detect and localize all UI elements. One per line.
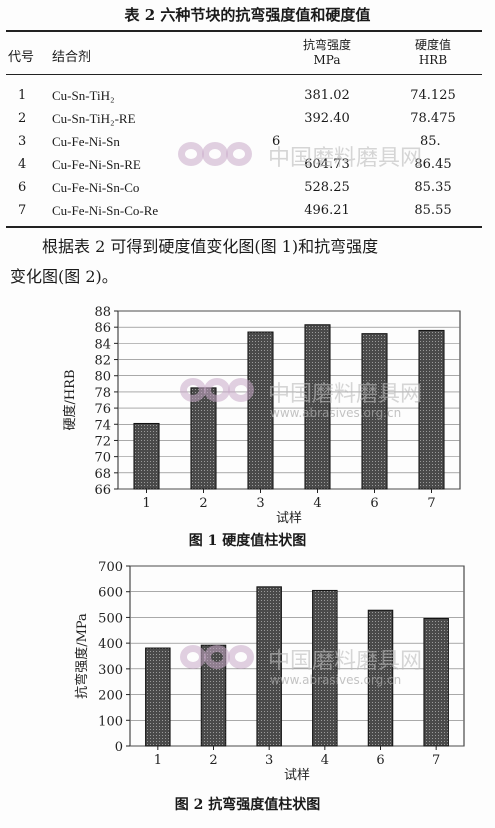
x-tick-label: 7 [432, 753, 440, 768]
bar [361, 333, 388, 490]
cell-agent: Cu-Fe-Ni-Sn [52, 134, 120, 149]
chart1-caption: 图 1 硬度值柱状图 [188, 533, 307, 549]
cell-hardness: 78.475 [410, 111, 456, 126]
table-row: 3 Cu-Fe-Ni-Sn 6 85. [0, 134, 495, 156]
cell-agent: Cu-Fe-Ni-Sn-Co [52, 180, 140, 195]
y-tick-label: 68 [94, 467, 111, 482]
y-axis-label: 抗弯强度/MPa [74, 613, 90, 699]
y-tick-label: 82 [94, 354, 111, 369]
header-strength-name: 抗弯强度 [302, 38, 351, 52]
strength-bar-chart: 0 100 200 300 400 500 600 700 1 2 3 4 6 7 试样 抗弯强度/MPa [74, 560, 465, 783]
bar [247, 331, 274, 490]
cell-code: 4 [18, 157, 27, 172]
y-tick-label: 72 [94, 434, 111, 449]
cell-hardness: 85. [420, 134, 441, 149]
bar [190, 387, 217, 490]
cell-code: 3 [18, 134, 27, 149]
y-tick-label: 500 [98, 611, 123, 626]
y-tick-label: 88 [94, 305, 111, 320]
cell-strength: 496.21 [304, 203, 350, 218]
cell-hardness: 74.125 [410, 88, 456, 103]
cell-hardness: 85.35 [414, 180, 452, 195]
cell-agent: Cu-Fe-Ni-Sn-RE [52, 157, 141, 172]
header-hardness-unit: HRB [418, 53, 448, 67]
table-row: 1 Cu-Sn-TiH₂ 381.02 74.125 [0, 88, 495, 110]
y-tick-label: 86 [94, 321, 111, 336]
cell-hardness: 85.55 [414, 203, 452, 218]
cell-strength: 528.25 [304, 180, 350, 195]
y-tick-label: 100 [98, 714, 123, 729]
y-tick-label: 700 [98, 560, 123, 575]
y-tick-label: 84 [94, 337, 111, 352]
y-tick-label: 80 [94, 370, 111, 385]
bar [367, 609, 394, 747]
bar [423, 617, 449, 747]
table-title: 表 2 六种节块的抗弯强度值和硬度值 [124, 6, 371, 24]
plot-frame [129, 565, 465, 747]
x-tick-label: 1 [154, 753, 162, 768]
y-tick-label: 600 [98, 586, 123, 601]
x-tick-label: 7 [427, 496, 435, 511]
x-tick-label: 6 [370, 496, 378, 511]
table-header-rule [6, 74, 482, 75]
bar [418, 329, 445, 490]
y-axis-label: 硬度/HRB [62, 369, 78, 430]
y-tick-label: 70 [94, 451, 111, 466]
x-tick-label: 3 [265, 753, 273, 768]
x-tick-label: 1 [142, 496, 150, 511]
body-paragraph: 根据表 2 可得到硬度值变化图(图 1)和抗弯强度 变化图(图 2)。 [10, 232, 488, 292]
x-tick-label: 3 [256, 496, 264, 511]
y-tick-label: 300 [98, 663, 123, 678]
cell-strength: 392.40 [304, 111, 350, 126]
table-row: 6 Cu-Fe-Ni-Sn-Co 528.25 85.35 [0, 180, 495, 202]
y-tick-label: 200 [98, 689, 123, 704]
y-tick-label: 78 [94, 386, 111, 401]
header-hardness-name: 硬度值 [414, 38, 451, 52]
x-tick-label: 4 [313, 496, 321, 511]
bar [312, 589, 338, 747]
table-row: 2 Cu-Sn-TiH₂-RE 392.40 78.475 [0, 111, 495, 133]
cell-agent: Cu-Sn-TiH₂-RE [52, 111, 136, 126]
cell-code: 6 [18, 180, 27, 195]
x-axis-label: 试样 [284, 768, 310, 783]
table-top-rule [6, 30, 482, 32]
cell-code: 7 [18, 203, 27, 218]
bar [133, 422, 160, 490]
x-tick-label: 2 [209, 753, 217, 768]
bar [200, 644, 227, 747]
x-axis-label: 试样 [276, 511, 302, 526]
x-tick-label: 6 [376, 753, 384, 768]
header-agent: 结合剂 [52, 50, 92, 65]
y-tick-label: 76 [94, 402, 111, 417]
cell-hardness: 86.45 [414, 157, 452, 172]
y-tick-label: 0 [115, 740, 123, 755]
chart2-caption: 图 2 抗弯强度值柱状图 [174, 797, 321, 813]
y-tick-label: 74 [94, 418, 111, 433]
bar [256, 586, 282, 747]
cell-strength: 6 [272, 134, 281, 149]
header-hardness: 硬度值 HRB [392, 38, 474, 68]
cell-agent: Cu-Fe-Ni-Sn-Co-Re [52, 203, 159, 218]
table-row: 4 Cu-Fe-Ni-Sn-RE 604.73 86.45 [0, 157, 495, 179]
table-row: 7 Cu-Fe-Ni-Sn-Co-Re 496.21 85.55 [0, 203, 495, 225]
y-tick-label: 400 [98, 637, 123, 652]
bar [304, 324, 331, 490]
x-tick-label: 4 [321, 753, 329, 768]
header-strength-unit: MPa [313, 53, 341, 67]
cell-code: 1 [18, 88, 27, 103]
paragraph-line: 变化图(图 2)。 [10, 267, 118, 286]
header-code: 代号 [8, 50, 35, 65]
bar [145, 647, 171, 747]
cell-code: 2 [18, 111, 27, 126]
cell-agent: Cu-Sn-TiH₂ [52, 88, 115, 103]
plot-frame [117, 310, 461, 490]
cell-strength: 381.02 [304, 88, 350, 103]
y-tick-label: 66 [94, 483, 111, 498]
x-tick-label: 2 [199, 496, 207, 511]
cell-strength: 604.73 [304, 157, 350, 172]
table-bottom-rule [6, 226, 482, 228]
header-strength: 抗弯强度 MPa [286, 38, 368, 68]
paragraph-line: 根据表 2 可得到硬度值变化图(图 1)和抗弯强度 [42, 237, 379, 256]
